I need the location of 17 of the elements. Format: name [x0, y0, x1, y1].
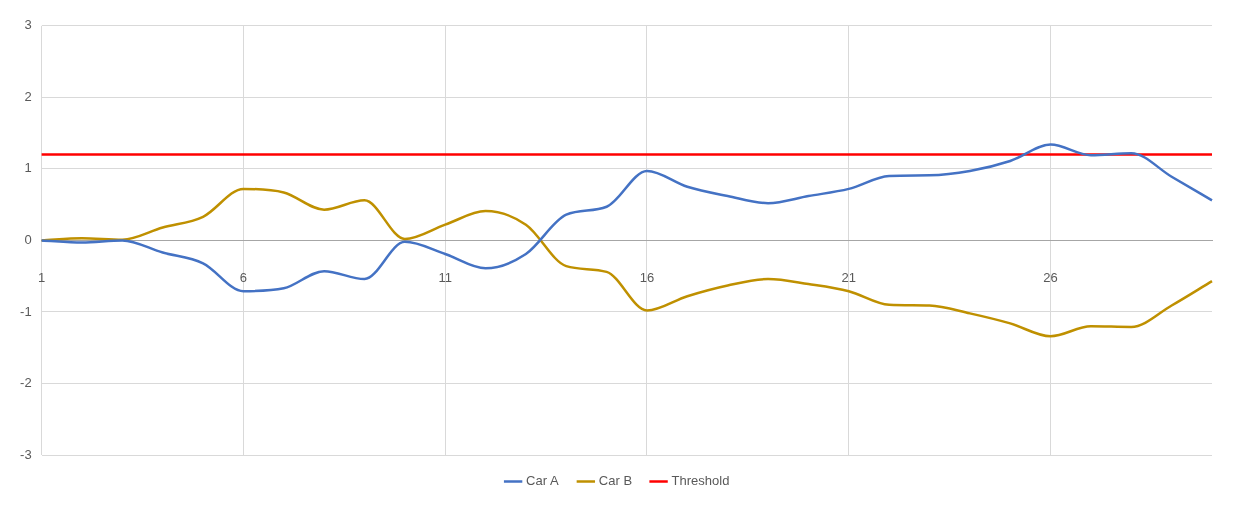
y-tick-label: -3: [20, 446, 32, 462]
legend-label: Car A: [526, 473, 559, 489]
y-tick-label: 0: [24, 231, 32, 247]
y-tick-label: -2: [20, 375, 32, 391]
x-tick-label: 6: [239, 269, 248, 285]
y-tick-label: 3: [24, 17, 32, 33]
y-tick-label: 1: [24, 160, 32, 176]
x-tick-label: 26: [1043, 269, 1058, 285]
x-tick-label: 21: [841, 269, 857, 285]
y-tick-label: -1: [20, 303, 32, 319]
legend-label: Threshold: [671, 473, 730, 489]
x-tick-label: 16: [639, 269, 655, 285]
y-tick-label: 2: [24, 88, 32, 104]
line-series: [40, 143, 1214, 293]
legend-label: Car B: [598, 473, 633, 489]
x-tick-label: 1: [38, 269, 46, 285]
x-tick-label: 11: [438, 269, 452, 285]
